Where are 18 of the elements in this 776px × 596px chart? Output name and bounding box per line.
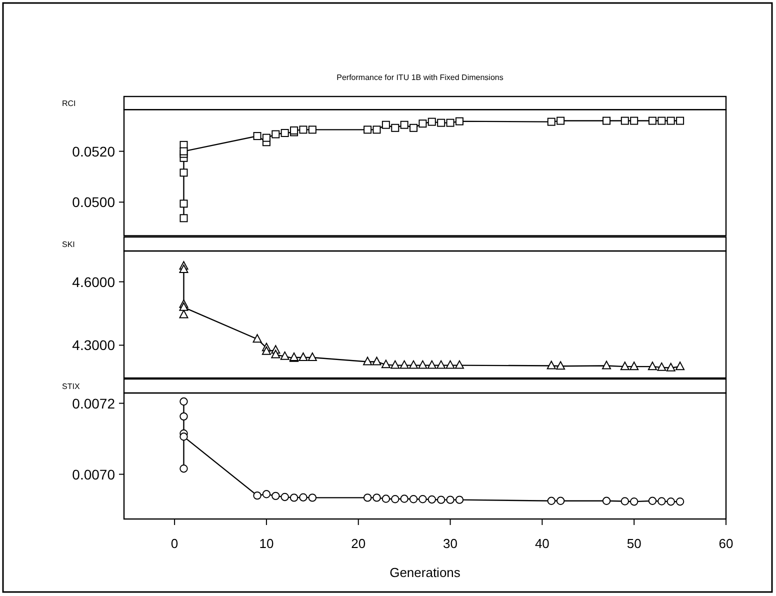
y-tick-label: 0.0072 <box>72 395 116 412</box>
x-axis-title: Generations <box>390 565 461 580</box>
y-axis-title: SKI <box>62 240 75 249</box>
y-axis-title: RCI <box>62 99 76 108</box>
x-tick-label: 10 <box>259 536 274 551</box>
x-tick-label: 60 <box>718 536 734 551</box>
y-tick-label: 0.0070 <box>72 466 116 482</box>
x-tick-label: 20 <box>351 536 366 551</box>
y-tick-label: 0.0520 <box>72 143 116 160</box>
y-tick-label: 0.0500 <box>72 194 116 210</box>
x-tick-label: 0 <box>170 536 178 551</box>
x-tick-label: 30 <box>443 536 458 551</box>
y-tick-label: 4.6000 <box>72 274 116 290</box>
y-tick-label: 4.3000 <box>72 337 116 354</box>
x-tick-label: 40 <box>534 536 550 551</box>
chart-title: Performance for ITU 1B with Fixed Dimensions <box>336 73 504 82</box>
x-tick-label: 50 <box>626 536 642 551</box>
y-axis-title: STIX <box>62 382 80 391</box>
